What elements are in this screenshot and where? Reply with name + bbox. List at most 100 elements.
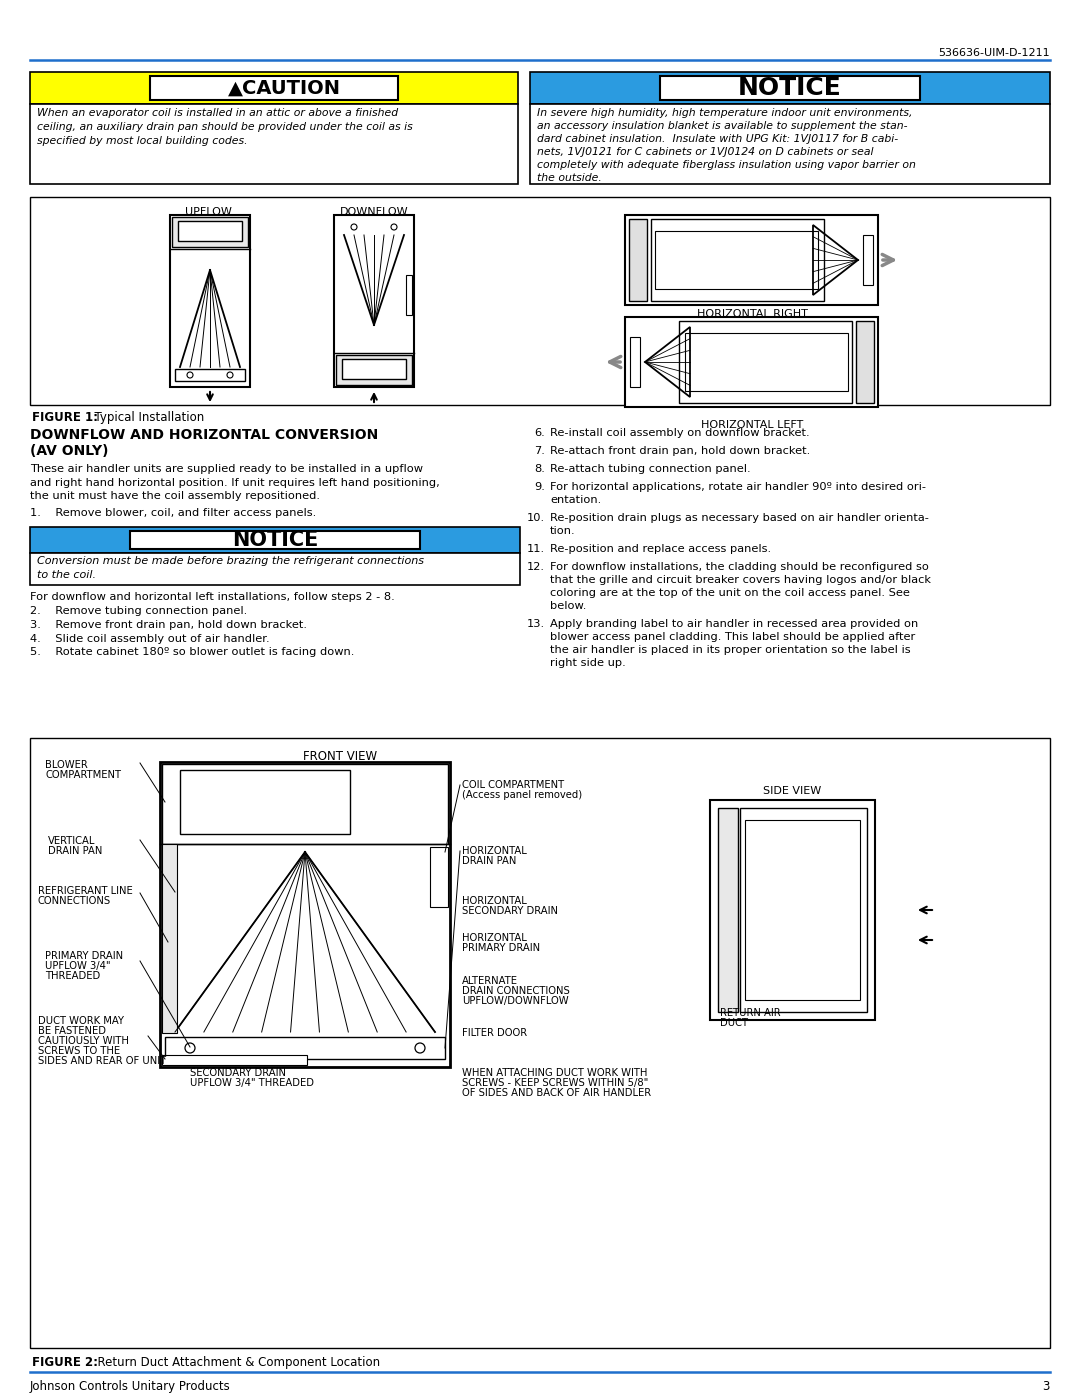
Text: DUCT WORK MAY: DUCT WORK MAY [38,1016,124,1025]
Text: 536636-UIM-D-1211: 536636-UIM-D-1211 [939,47,1050,59]
Text: UPFLOW 3/4" THREADED: UPFLOW 3/4" THREADED [190,1078,314,1088]
Bar [30,197,1050,405]
Text: COIL COMPARTMENT: COIL COMPARTMENT [462,780,564,789]
Bar [162,764,448,844]
Text: 1.    Remove blower, coil, and filter access panels.: 1. Remove blower, coil, and filter acces… [30,509,316,518]
Bar [430,847,448,907]
Text: Re-install coil assembly on downflow bracket.: Re-install coil assembly on downflow bra… [550,427,810,439]
Text: PRIMARY DRAIN: PRIMARY DRAIN [462,943,540,953]
Text: ALTERNATE: ALTERNATE [462,977,518,986]
Bar [175,369,245,381]
Text: ceiling, an auxiliary drain pan should be provided under the coil as is: ceiling, an auxiliary drain pan should b… [37,122,413,131]
Text: 13.: 13. [527,619,545,629]
Text: BLOWER: BLOWER [45,760,87,770]
Text: HORIZONTAL: HORIZONTAL [462,847,527,856]
Bar [530,103,1050,184]
Text: SECONDARY DRAIN: SECONDARY DRAIN [462,907,558,916]
Bar [30,552,519,584]
Text: COMPARTMENT: COMPARTMENT [45,770,121,780]
Text: WHEN ATTACHING DUCT WORK WITH: WHEN ATTACHING DUCT WORK WITH [462,1067,647,1078]
Bar [629,219,647,300]
Bar [630,337,640,387]
Text: Return Duct Attachment & Component Location: Return Duct Attachment & Component Locat… [90,1356,380,1369]
Circle shape [227,372,233,379]
Bar [685,332,848,391]
Text: SECONDARY DRAIN: SECONDARY DRAIN [190,1067,286,1078]
Text: VERTICAL: VERTICAL [48,835,95,847]
Text: Conversion must be made before brazing the refrigerant connections: Conversion must be made before brazing t… [37,556,424,566]
Text: Johnson Controls Unitary Products: Johnson Controls Unitary Products [30,1380,231,1393]
Bar [745,820,860,1000]
Circle shape [351,224,357,231]
Text: OF SIDES AND BACK OF AIR HANDLER: OF SIDES AND BACK OF AIR HANDLER [462,1088,651,1098]
Bar [342,359,406,379]
Text: that the grille and circuit breaker covers having logos and/or black: that the grille and circuit breaker cove… [550,576,931,585]
Text: dard cabinet insulation.  Insulate with UPG Kit: 1VJ0117 for B cabi-: dard cabinet insulation. Insulate with U… [537,134,899,144]
Text: For downflow and horizontal left installations, follow steps 2 - 8.: For downflow and horizontal left install… [30,592,395,602]
Text: and right hand horizontal position. If unit requires left hand positioning,: and right hand horizontal position. If u… [30,478,440,488]
Text: FIGURE 1:: FIGURE 1: [32,411,98,425]
Text: blower access panel cladding. This label should be applied after: blower access panel cladding. This label… [550,631,915,643]
Text: HORIZONTAL: HORIZONTAL [462,895,527,907]
Bar [160,761,450,1067]
Circle shape [185,1044,195,1053]
Text: 4.    Slide coil assembly out of air handler.: 4. Slide coil assembly out of air handle… [30,633,270,644]
Text: Re-position and replace access panels.: Re-position and replace access panels. [550,543,771,555]
Text: In severe high humidity, high temperature indoor unit environments,: In severe high humidity, high temperatur… [537,108,913,117]
Text: FRONT VIEW: FRONT VIEW [302,750,377,763]
Bar [334,215,414,387]
Bar [718,807,738,1011]
Bar [679,321,852,402]
Text: (Access panel removed): (Access panel removed) [462,789,582,800]
Text: coloring are at the top of the unit on the coil access panel. See: coloring are at the top of the unit on t… [550,588,909,598]
Circle shape [187,372,193,379]
Text: NOTICE: NOTICE [232,529,319,549]
Bar [165,1037,445,1059]
Text: entation.: entation. [550,495,602,504]
Text: CONNECTIONS: CONNECTIONS [38,895,111,907]
Text: CAUTIOUSLY WITH: CAUTIOUSLY WITH [38,1037,129,1046]
Text: UPFLOW: UPFLOW [185,207,231,217]
Text: RETURN AIR: RETURN AIR [720,1009,781,1018]
Bar [856,321,874,402]
Bar [530,73,1050,103]
Text: (AV ONLY): (AV ONLY) [30,444,108,458]
Text: For downflow installations, the cladding should be reconfigured so: For downflow installations, the cladding… [550,562,929,571]
Text: FILTER DOOR: FILTER DOOR [462,1028,527,1038]
Text: DRAIN PAN: DRAIN PAN [48,847,103,856]
Bar [180,770,350,834]
Text: completely with adequate fiberglass insulation using vapor barrier on: completely with adequate fiberglass insu… [537,161,916,170]
Text: 3: 3 [1042,1380,1050,1393]
Bar [150,75,399,101]
Text: THREADED: THREADED [45,971,100,981]
Text: Apply branding label to air handler in recessed area provided on: Apply branding label to air handler in r… [550,619,918,629]
Text: 9.: 9. [535,482,545,492]
Text: For horizontal applications, rotate air handler 90º into desired ori-: For horizontal applications, rotate air … [550,482,926,492]
Text: NOTICE: NOTICE [738,75,842,101]
Text: HORIZONTAL: HORIZONTAL [462,933,527,943]
Text: Re-attach tubing connection panel.: Re-attach tubing connection panel. [550,464,751,474]
Text: PRIMARY DRAIN: PRIMARY DRAIN [45,951,123,961]
Bar [651,219,824,300]
Text: to the coil.: to the coil. [37,570,96,580]
Text: the unit must have the coil assembly repositioned.: the unit must have the coil assembly rep… [30,490,320,502]
Bar [178,221,242,242]
Bar [30,738,1050,1348]
Bar [625,215,878,305]
Text: right side up.: right side up. [550,658,625,668]
Bar [660,75,920,101]
Bar [162,1055,307,1065]
Text: Re-attach front drain pan, hold down bracket.: Re-attach front drain pan, hold down bra… [550,446,810,455]
Text: DRAIN PAN: DRAIN PAN [462,856,516,866]
Text: specified by most local building codes.: specified by most local building codes. [37,136,247,147]
Text: SIDES AND REAR OF UNIT: SIDES AND REAR OF UNIT [38,1056,166,1066]
Text: When an evaporator coil is installed in an attic or above a finished: When an evaporator coil is installed in … [37,108,399,117]
Bar [130,531,420,549]
Text: UPFLOW 3/4": UPFLOW 3/4" [45,961,110,971]
Bar [654,231,818,289]
Bar [162,844,177,1032]
Text: REFRIGERANT LINE: REFRIGERANT LINE [38,886,133,895]
Text: nets, 1VJ0121 for C cabinets or 1VJ0124 on D cabinets or seal: nets, 1VJ0121 for C cabinets or 1VJ0124 … [537,147,874,156]
Text: UPFLOW/DOWNFLOW: UPFLOW/DOWNFLOW [462,996,569,1006]
Circle shape [415,1044,426,1053]
